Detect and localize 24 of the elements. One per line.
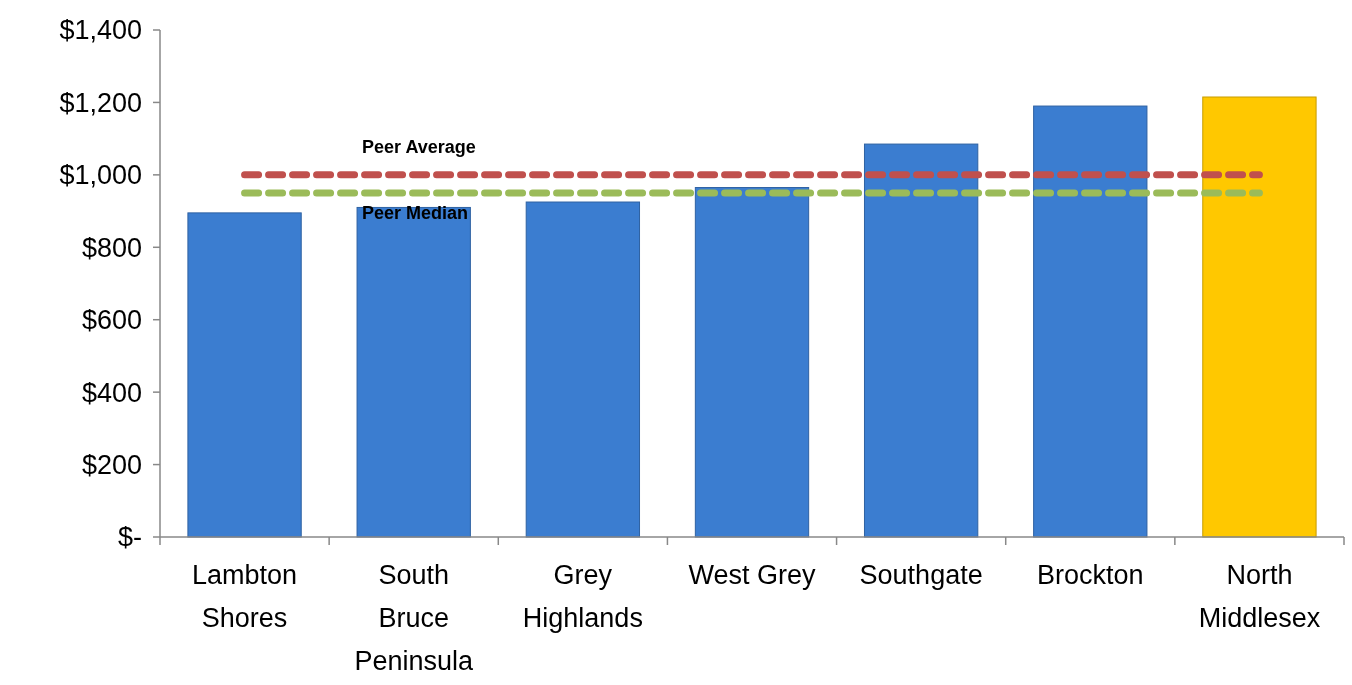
x-tick-label: South Bruce Peninsula (354, 560, 474, 676)
ref-line-label: Peer Median (362, 202, 469, 223)
x-tick-label: Grey Highlands (522, 560, 643, 633)
bar (187, 212, 302, 538)
x-tick-label: Southgate (859, 560, 983, 590)
bar (863, 143, 979, 538)
ref-line-label: Peer Average (362, 136, 476, 157)
y-tick-label: $200 (81, 450, 142, 481)
y-tick-label: $1,000 (59, 160, 142, 191)
y-tick-label: $1,200 (59, 87, 142, 118)
y-tick-label: $600 (81, 305, 142, 336)
bar (356, 206, 471, 538)
y-tick-label: $400 (81, 377, 142, 408)
x-tick-label: Brockton (1037, 560, 1144, 590)
y-tick-label: $800 (81, 232, 142, 263)
bar (1033, 105, 1148, 538)
y-tick-label: $1,400 (59, 15, 142, 46)
bar (525, 201, 641, 538)
bar (1202, 96, 1317, 538)
x-tick-label: West Grey (688, 560, 817, 590)
y-tick-label: $- (117, 522, 142, 553)
x-tick-label: Lambton Shores (192, 560, 298, 633)
bar (694, 187, 810, 538)
x-tick-label: North Middlesex (1198, 560, 1321, 633)
